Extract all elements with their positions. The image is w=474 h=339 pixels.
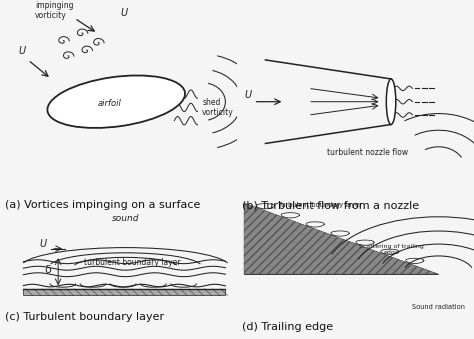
Text: Scattering of trailing
edge: Scattering of trailing edge	[359, 244, 423, 255]
Text: shed
vorticity: shed vorticity	[202, 98, 234, 117]
Text: impinging
vorticity: impinging vorticity	[35, 1, 73, 20]
Text: sound: sound	[112, 214, 139, 223]
Text: turbulent nozzle flow: turbulent nozzle flow	[327, 148, 408, 157]
Polygon shape	[23, 289, 226, 295]
Ellipse shape	[47, 76, 185, 128]
Text: (b) Turbulent flow from a nozzle: (b) Turbulent flow from a nozzle	[242, 200, 419, 210]
Text: (a) Vortices impinging on a surface: (a) Vortices impinging on a surface	[5, 200, 200, 210]
Text: Turbulent boundary layer: Turbulent boundary layer	[278, 202, 362, 208]
Text: airfoil: airfoil	[97, 99, 121, 108]
Text: U: U	[121, 8, 128, 18]
Text: U: U	[244, 90, 251, 100]
Ellipse shape	[386, 79, 396, 124]
Text: (c) Turbulent boundary layer: (c) Turbulent boundary layer	[5, 312, 164, 322]
Text: (d) Trailing edge: (d) Trailing edge	[242, 322, 333, 332]
Text: U: U	[39, 239, 47, 248]
Text: turbulent boundary layer: turbulent boundary layer	[84, 258, 181, 267]
Polygon shape	[244, 203, 438, 274]
Text: δ: δ	[44, 264, 51, 275]
Text: U: U	[18, 46, 26, 56]
Polygon shape	[244, 203, 438, 274]
Text: Sound radiation: Sound radiation	[412, 304, 465, 310]
